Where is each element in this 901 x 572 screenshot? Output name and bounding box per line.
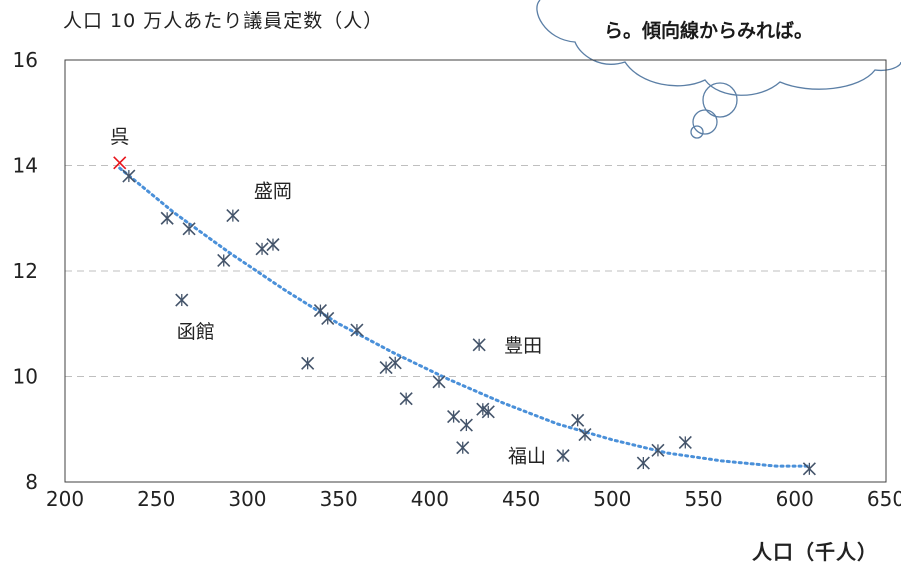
data-point	[122, 169, 136, 183]
data-point	[456, 441, 470, 455]
data-point	[175, 293, 189, 307]
data-point	[481, 405, 495, 419]
data-point	[301, 356, 315, 370]
data-point	[182, 222, 196, 236]
data-point	[266, 238, 280, 252]
x-tick-label: 600	[776, 487, 814, 511]
x-axis-title: 人口（千人）	[752, 540, 878, 564]
y-tick-label: 12	[13, 259, 38, 283]
callout-cloud	[536, 0, 901, 139]
data-points	[113, 156, 816, 476]
data-point	[651, 443, 665, 457]
data-point	[255, 242, 269, 256]
y-axis-ticks: 8 10 12 14 16	[13, 48, 38, 494]
x-tick-label: 300	[228, 487, 266, 511]
y-tick-label: 10	[13, 365, 38, 389]
data-point	[447, 410, 461, 424]
y-axis-title: 人口 10 万人あたり議員定数（人）	[63, 10, 384, 32]
data-point	[160, 211, 174, 225]
data-point	[399, 392, 413, 406]
data-point	[432, 375, 446, 389]
x-tick-label: 650	[867, 487, 901, 511]
data-point	[388, 356, 402, 370]
data-point-highlight	[113, 156, 127, 170]
data-point	[571, 413, 585, 427]
data-point	[226, 209, 240, 223]
data-point	[217, 253, 231, 268]
point-label: 盛岡	[254, 181, 292, 203]
data-point	[379, 360, 393, 375]
trend-line	[118, 166, 811, 468]
x-tick-label: 550	[684, 487, 722, 511]
gridlines	[65, 165, 886, 377]
x-tick-label: 400	[411, 487, 449, 511]
data-point	[578, 427, 592, 442]
x-tick-label: 200	[46, 487, 84, 511]
x-tick-label: 350	[320, 487, 358, 511]
callout-text: ら。傾向線からみれば。	[604, 20, 814, 42]
x-axis-ticks: 200 250 300 350 400 450 500 550 600 650	[46, 487, 901, 511]
plot-area-frame	[64, 59, 887, 483]
point-label: 函館	[177, 321, 215, 343]
data-point	[472, 338, 486, 352]
point-label: 福山	[508, 446, 546, 468]
data-point	[802, 462, 816, 476]
data-point	[556, 449, 570, 463]
point-label: 呉	[110, 126, 129, 148]
marker-stroke	[113, 156, 127, 170]
data-point	[350, 323, 364, 337]
y-tick-label: 8	[25, 470, 38, 494]
y-tick-label: 16	[13, 48, 38, 72]
data-point	[321, 311, 335, 326]
data-point	[678, 435, 692, 450]
data-point	[636, 456, 650, 470]
data-point	[459, 418, 473, 432]
x-tick-label: 450	[502, 487, 540, 511]
x-tick-label: 500	[593, 487, 631, 511]
point-label: 豊田	[504, 335, 542, 357]
x-tick-label: 250	[137, 487, 175, 511]
y-tick-label: 14	[13, 154, 38, 178]
